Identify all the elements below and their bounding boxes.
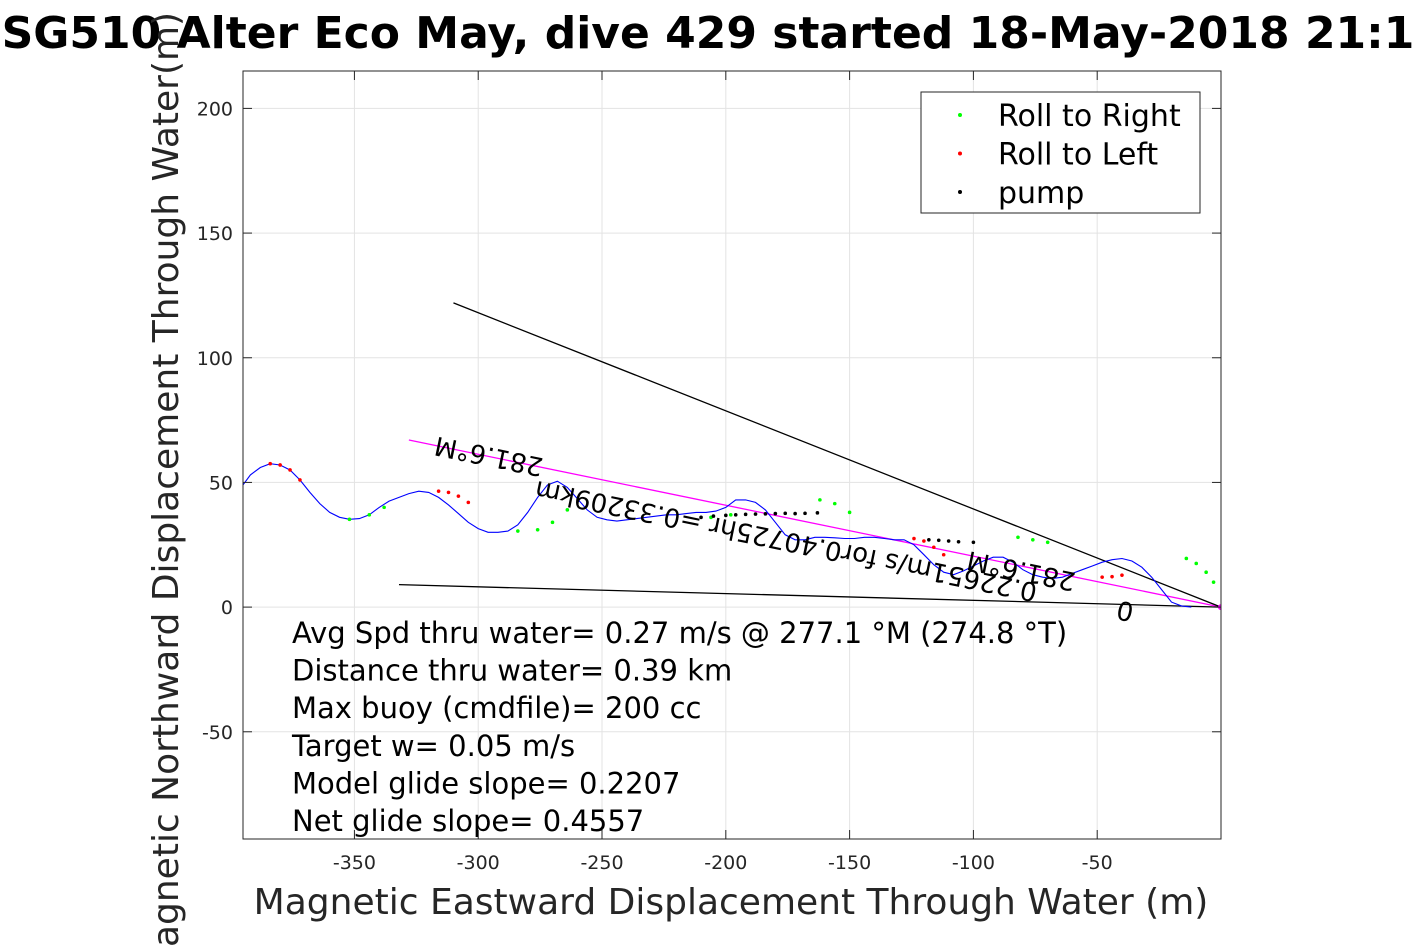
roll-right-point: [1031, 537, 1035, 542]
dive-track-line: [243, 463, 1192, 608]
x-tick-label: -200: [704, 852, 747, 874]
annotation-line: Model glide slope= 0.2207: [292, 766, 680, 800]
y-tick-label: 0: [221, 597, 233, 619]
y-axis-label: Magnetic Northward Displacement Through …: [146, 12, 187, 945]
pump-point: [773, 511, 778, 516]
y-tick-label: 50: [209, 472, 233, 494]
pump-point: [946, 539, 951, 543]
roll-right-point: [1211, 580, 1216, 584]
pump-point: [733, 513, 738, 517]
annotation-line: Distance thru water= 0.39 km: [292, 654, 732, 688]
axes-box: [242, 70, 1222, 840]
rotated-annotation: 0: [1114, 594, 1136, 627]
roll-right-point: [832, 501, 837, 506]
pump-point: [803, 511, 807, 516]
x-tick-label: -350: [333, 852, 376, 874]
legend-marker: [958, 113, 962, 117]
y-tick-label: 100: [197, 348, 233, 370]
roll-left-point: [298, 478, 302, 482]
heading-line: [408, 439, 1221, 608]
legend-label: pump: [998, 176, 1084, 211]
pump-point: [815, 511, 820, 515]
roll-left-point: [912, 536, 916, 541]
roll-left-point: [456, 494, 461, 498]
roll-left-point: [941, 552, 946, 557]
pump-point: [753, 512, 758, 516]
roll-left-point: [931, 545, 936, 550]
roll-left-point: [278, 463, 282, 467]
pump-point: [724, 513, 728, 518]
roll-left-point: [1100, 575, 1104, 579]
roll-left-point: [1120, 573, 1124, 577]
pump-point: [936, 538, 941, 543]
x-tick-label: -50: [1082, 852, 1113, 874]
roll-right-point: [565, 508, 570, 512]
pump-point: [763, 512, 768, 516]
roll-left-point: [446, 490, 451, 495]
roll-right-point: [1204, 570, 1208, 574]
pump-point: [793, 511, 797, 516]
roll-right-point: [847, 510, 852, 515]
axes: -350 -300 -250 -200 -150 -100 -50 -50 0 50 100 150 2…: [197, 70, 1222, 874]
legend-marker: [958, 190, 962, 194]
roll-right-point: [1194, 561, 1199, 566]
x-tick-label: -100: [952, 852, 995, 874]
chart-title: SG510 Alter Eco May, dive 429 started 18…: [2, 8, 1415, 59]
roll-left-point: [922, 539, 926, 543]
roll-right-point: [1184, 556, 1189, 561]
legend-marker: [958, 151, 962, 156]
roll-right-point: [347, 517, 352, 522]
annotation-line: Max buoy (cmdfile)= 200 cc: [292, 691, 701, 725]
legend-label: Roll to Left: [998, 138, 1158, 173]
pump-point: [927, 537, 931, 542]
pump-point: [743, 512, 748, 517]
current-line: [398, 584, 1221, 608]
roll-right-point: [1016, 535, 1020, 540]
roll-left-point: [466, 500, 471, 505]
y-tick-label: 150: [197, 223, 233, 245]
pump-point: [956, 539, 961, 544]
legend-label: Roll to Right: [998, 99, 1181, 134]
annotation-line: Target w= 0.05 m/s: [291, 729, 575, 763]
roll-right-point: [382, 505, 386, 510]
x-tick-label: -250: [580, 852, 623, 874]
roll-right-point: [367, 513, 372, 517]
roll-left-point: [268, 461, 273, 466]
x-tick-label: -300: [457, 852, 500, 874]
roll-left-point: [1110, 574, 1114, 579]
x-axis-label: Magnetic Eastward Displacement Through W…: [254, 882, 1209, 923]
x-tick-label: -150: [828, 852, 871, 874]
roll-left-point: [436, 489, 441, 493]
roll-right-point: [516, 529, 520, 533]
pump-point: [783, 511, 788, 516]
pump-point: [711, 514, 716, 518]
waypoint-line: [453, 302, 1221, 608]
annotation-line: Avg Spd thru water= 0.27 m/s @ 277.1 °M …: [292, 616, 1067, 650]
roll-right-point: [550, 520, 555, 525]
roll-right-point: [535, 528, 540, 532]
y-tick-label: 200: [197, 98, 233, 120]
legend-box: [920, 91, 1201, 214]
pump-point: [971, 540, 976, 545]
annotation-block: Avg Spd thru water= 0.27 m/s @ 277.1 °M …: [291, 616, 1067, 838]
pump-point: [699, 515, 703, 520]
y-tick-label: -50: [202, 722, 233, 744]
roll-right-point: [728, 513, 733, 517]
annotation-line: Net glide slope= 0.4557: [292, 804, 644, 838]
roll-left-point: [288, 468, 292, 472]
roll-right-point: [1045, 540, 1050, 545]
roll-right-point: [818, 498, 822, 502]
